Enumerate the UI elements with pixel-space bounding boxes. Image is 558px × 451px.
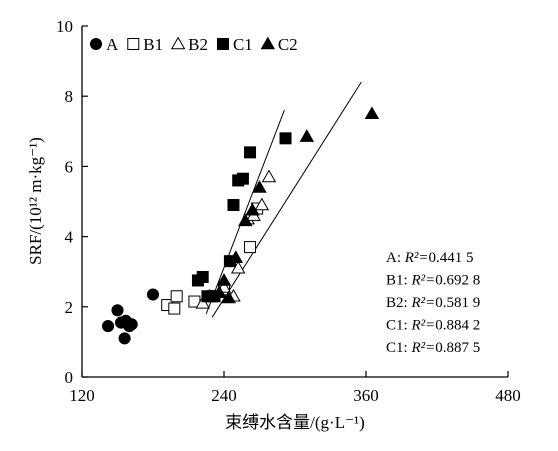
x-tick-label: 240 (211, 386, 237, 405)
data-point-b2 (230, 260, 246, 274)
r2-annotation: C1: R²=0.887 5 (386, 340, 480, 356)
data-point-c2 (245, 202, 260, 216)
axes (81, 26, 508, 378)
y-ticks: 0 2 4 6 8 10 (56, 17, 88, 387)
data-point-b1 (170, 290, 183, 303)
legend-label: B2 (188, 35, 208, 54)
r2-symbol: R²= (410, 273, 435, 289)
data-point-b2 (195, 295, 210, 309)
data-point-a (111, 304, 124, 317)
r2-symbol: R²= (404, 250, 429, 266)
data-point-c1 (236, 172, 249, 185)
data-point-b1 (244, 241, 257, 254)
data-point-b2 (261, 169, 277, 183)
data-point-c1 (279, 132, 292, 145)
y-tick-label: 4 (65, 228, 74, 247)
x-tick-label: 360 (353, 386, 379, 405)
trendline (211, 81, 362, 318)
trendlines (205, 81, 362, 318)
data-points (101, 106, 380, 345)
r2-series-label: A: (386, 250, 405, 266)
legend-label: A (106, 35, 119, 54)
data-point-c2 (212, 285, 227, 299)
legend-marker-b2 (170, 36, 186, 50)
r2-annotation: A: R²=0.441 5 (386, 250, 474, 266)
y-tick-label: 6 (65, 157, 74, 176)
r2-symbol: R²= (410, 318, 435, 334)
x-ticks: 120 240 360 480 (69, 371, 521, 405)
r2-annotation: B1: R²=0.692 8 (386, 273, 480, 289)
legend-marker-c1 (216, 38, 229, 50)
data-point-c2 (228, 250, 244, 263)
y-axis-title: SRF/(10¹² m·kg⁻¹) (26, 137, 45, 265)
r2-symbol: R²= (410, 295, 435, 311)
x-axis-title: 束缚水含量/(g·L⁻¹) (225, 413, 365, 432)
r2-value: 0.884 2 (435, 318, 480, 334)
data-point-c2 (252, 180, 267, 193)
y-tick-label: 2 (65, 298, 74, 317)
data-point-c2 (299, 129, 315, 142)
r2-value: 0.441 5 (429, 250, 474, 266)
legend-label: C2 (278, 35, 298, 54)
legend: A B1 B2 C1 C2 (89, 35, 298, 54)
y-tick-label: 8 (65, 87, 74, 106)
trendline (205, 110, 285, 314)
data-point-c1 (244, 146, 257, 159)
y-tick-label: 0 (65, 368, 74, 387)
data-point-a (101, 320, 115, 333)
data-point-c1 (196, 270, 209, 283)
r2-symbol: R²= (410, 340, 435, 356)
r2-annotation: B2: R²=0.581 9 (386, 295, 480, 311)
data-point-c1 (227, 199, 240, 212)
r2-series-label: C1: (386, 340, 411, 356)
data-point-c2 (221, 290, 236, 304)
data-point-c2 (238, 213, 253, 227)
r2-value: 0.887 5 (435, 340, 480, 356)
r2-value: 0.581 9 (435, 295, 480, 311)
legend-marker-c2 (260, 36, 276, 50)
r2-series-label: B1: (386, 273, 411, 289)
legend-label: B1 (143, 35, 163, 54)
x-tick-label: 480 (495, 386, 521, 405)
legend-label: C1 (233, 35, 253, 54)
data-point-a (125, 318, 138, 331)
r2-annotations: A: R²=0.441 5B1: R²=0.692 8B2: R²=0.581 … (386, 250, 480, 356)
r2-series-label: B2: (386, 295, 411, 311)
data-point-c2 (216, 273, 232, 286)
r2-annotation: C1: R²=0.884 2 (386, 318, 480, 334)
data-point-b1 (168, 302, 181, 315)
x-tick-label: 120 (69, 386, 95, 405)
data-point-c2 (364, 106, 380, 120)
data-point-a (118, 332, 131, 345)
r2-value: 0.692 8 (435, 273, 480, 289)
data-point-b2 (254, 197, 270, 211)
r2-series-label: C1: (386, 318, 411, 334)
data-point-a (146, 288, 160, 301)
y-tick-label: 10 (56, 17, 73, 36)
legend-marker-b1 (127, 38, 140, 50)
legend-marker-a (89, 37, 103, 51)
